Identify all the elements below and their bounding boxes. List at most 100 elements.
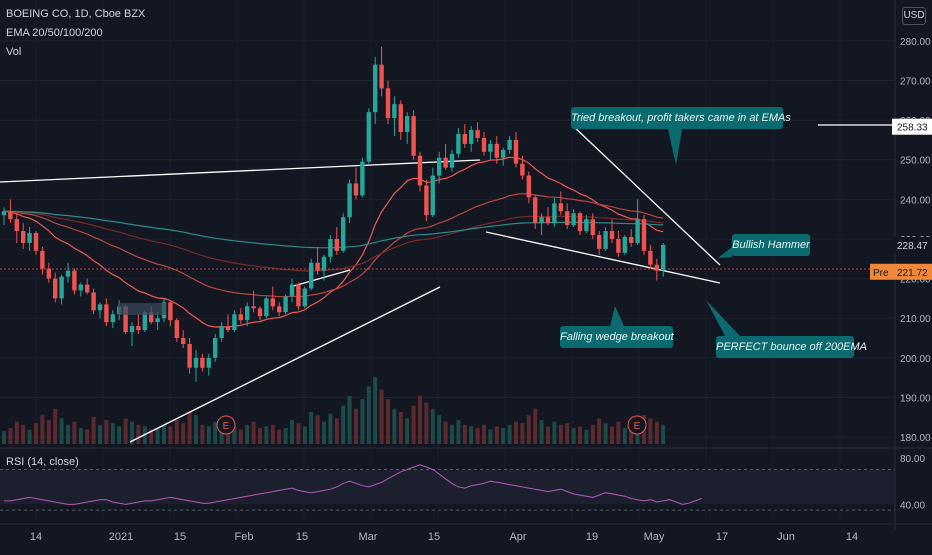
candle-body	[238, 314, 243, 321]
volume-bar	[558, 424, 563, 444]
candle-body	[597, 235, 602, 249]
candle-body	[373, 64, 378, 113]
candle-body	[398, 104, 403, 132]
earnings-marker-label: E	[634, 421, 641, 432]
candle-body	[603, 231, 608, 249]
candle-body	[437, 157, 442, 176]
rsi-band	[0, 469, 895, 505]
volume-bar	[354, 408, 358, 444]
callout-pointer	[706, 300, 740, 336]
target-price-label: 258.33	[897, 123, 928, 134]
candle-body	[187, 343, 192, 368]
candle-body	[392, 104, 397, 119]
candle-body	[40, 250, 45, 269]
volume-bar	[130, 421, 134, 444]
candle-body	[33, 233, 39, 251]
x-axis-label: Jun	[777, 531, 795, 543]
candle-body	[353, 183, 359, 196]
volume-bar	[40, 415, 45, 444]
candle-body	[251, 306, 256, 309]
volume-bar	[98, 424, 102, 444]
volume-bar	[546, 426, 550, 444]
volume-bar	[494, 426, 499, 444]
candle-body	[91, 292, 96, 311]
volume-bar	[622, 428, 627, 444]
candle-body	[609, 231, 615, 239]
x-axis-label: Apr	[509, 531, 526, 543]
callout-pointer	[610, 306, 624, 326]
price-tick-label: 210.00	[900, 314, 931, 325]
price-tick-label: 280.00	[900, 37, 931, 48]
x-axis-label: 14	[30, 531, 42, 543]
volume-bar	[72, 421, 77, 444]
candle-body	[513, 139, 519, 164]
volume-bar	[315, 415, 320, 444]
volume-bar	[270, 424, 275, 444]
volume-bar	[168, 426, 173, 444]
candle-body	[193, 357, 199, 368]
candle-body	[21, 231, 26, 243]
candle-body	[142, 312, 147, 331]
rsi-line	[4, 464, 702, 505]
x-axis-label: 14	[846, 531, 858, 543]
trend-line	[129, 286, 441, 443]
candle-body	[1, 211, 7, 216]
candle-body	[321, 256, 327, 271]
volume-bar	[488, 429, 493, 444]
volume-bar	[418, 396, 422, 444]
candle-body	[533, 197, 538, 224]
volume-bar	[565, 423, 570, 444]
volume-bar	[302, 426, 307, 444]
volume-bar	[584, 429, 589, 444]
currency-button[interactable]: USD	[902, 7, 926, 25]
volume-bar	[526, 415, 531, 444]
candle-body	[225, 326, 231, 331]
volume-bar	[443, 421, 448, 444]
volume-bar	[437, 415, 442, 444]
x-axis-label: Mar	[359, 531, 378, 543]
volume-bar	[514, 421, 518, 444]
volume-bar	[251, 421, 256, 444]
x-axis-label: 15	[174, 531, 186, 543]
candle-body	[245, 306, 250, 321]
annotation-bullish-hammer: Bullish Hammer	[732, 234, 810, 256]
volume-bar	[59, 418, 64, 444]
volume-bar	[661, 424, 666, 444]
candle-body	[411, 116, 416, 156]
candle-body	[264, 298, 269, 317]
earnings-marker-label: E	[223, 421, 230, 432]
candle-body	[481, 137, 487, 152]
trend-line	[0, 159, 481, 183]
candle-body	[520, 163, 525, 176]
volume-bar	[610, 426, 614, 444]
price-tick-label: 270.00	[900, 76, 931, 87]
candle-body	[206, 357, 211, 368]
volume-bar	[424, 402, 429, 444]
candle-body	[270, 298, 275, 307]
annotation-falling-wedge: Falling wedge breakout	[560, 326, 674, 348]
candle-body	[181, 338, 186, 344]
candle-body	[360, 161, 365, 196]
volume-bar	[296, 423, 301, 444]
candle-body	[78, 284, 83, 291]
price-tick-label: 220.00	[900, 275, 931, 286]
candle-body	[565, 211, 570, 226]
price-tick-label: 190.00	[900, 393, 931, 404]
volume-bar	[104, 420, 109, 444]
volume-bar	[226, 428, 230, 444]
volume-bar	[181, 423, 186, 444]
volume-bar	[206, 426, 211, 444]
volume-bar	[309, 412, 314, 444]
candle-body	[629, 236, 634, 243]
candle-body	[334, 238, 339, 251]
candle-body	[379, 64, 384, 89]
volume-bar	[34, 423, 38, 444]
candle-body	[283, 296, 288, 313]
candle-body	[558, 203, 563, 212]
candle-body	[65, 270, 71, 277]
trend-line	[485, 231, 721, 284]
candle-body	[59, 276, 64, 299]
candle-body	[385, 88, 391, 119]
volume-bar	[520, 423, 525, 444]
volume-bar	[155, 428, 160, 444]
